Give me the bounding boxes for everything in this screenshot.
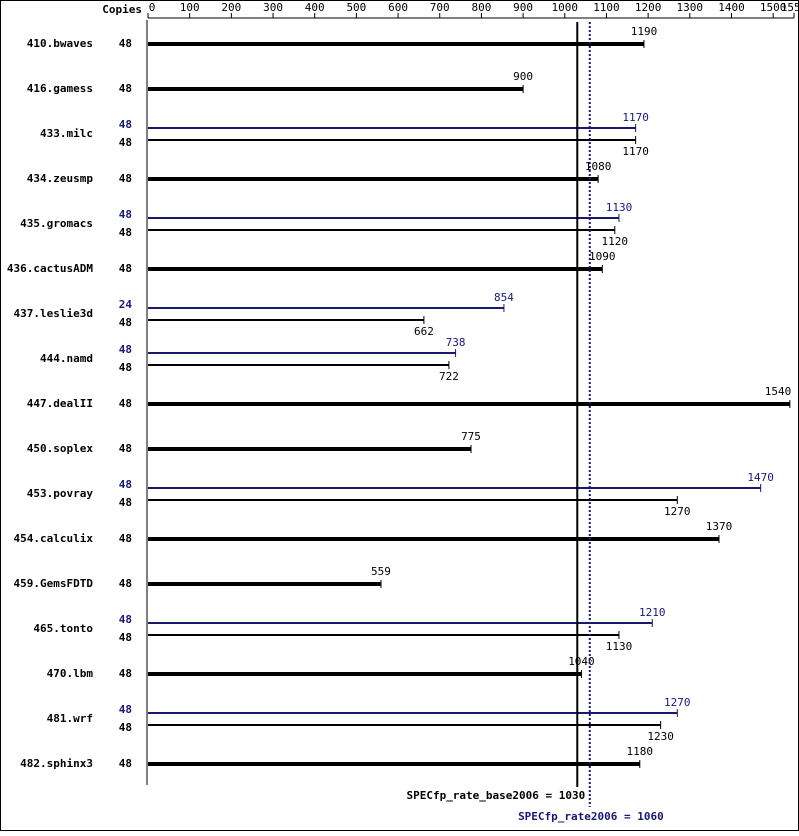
value-label: 1210 [639, 606, 666, 619]
copies-label: 48 [119, 532, 132, 545]
x-tick-label: 400 [305, 1, 325, 14]
category-label: 410.bwaves [27, 37, 93, 50]
copies-label: 48 [119, 37, 132, 50]
value-label: 1170 [622, 111, 649, 124]
value-label: 1040 [568, 655, 595, 668]
category-label: 459.GemsFDTD [14, 577, 94, 590]
copies-label: 48 [119, 208, 132, 221]
value-label: 1090 [589, 250, 616, 263]
x-tick-label: 1400 [718, 1, 745, 14]
value-label: 1470 [747, 471, 774, 484]
value-label: 1180 [627, 745, 654, 758]
copies-label: 48 [119, 361, 132, 374]
copies-label: 48 [119, 496, 132, 509]
copies-label: 48 [119, 442, 132, 455]
x-tick-label: 800 [471, 1, 491, 14]
value-label: 559 [371, 565, 391, 578]
copies-label: 48 [119, 613, 132, 626]
x-tick-label: 100 [180, 1, 200, 14]
copies-label: 48 [119, 343, 132, 356]
value-label: 775 [461, 430, 481, 443]
category-label: 450.soplex [27, 442, 94, 455]
value-label: 1190 [631, 25, 658, 38]
category-label: 433.milc [40, 127, 93, 140]
x-tick-label: 1300 [677, 1, 704, 14]
value-label: 1170 [622, 145, 649, 158]
copies-label: 48 [119, 262, 132, 275]
value-label: 1120 [602, 235, 629, 248]
category-label: 454.calculix [14, 532, 94, 545]
category-label: 444.namd [40, 352, 93, 365]
value-label: 1130 [606, 640, 633, 653]
copies-label: 48 [119, 478, 132, 491]
value-label: 1540 [765, 385, 792, 398]
value-label: 1270 [664, 696, 691, 709]
category-label: 416.gamess [27, 82, 93, 95]
reference-label: SPECfp_rate_base2006 = 1030 [406, 789, 585, 802]
copies-label: 48 [119, 631, 132, 644]
value-label: 1230 [647, 730, 674, 743]
x-tick-label: 700 [430, 1, 450, 14]
copies-label: 48 [119, 703, 132, 716]
x-tick-label: 1100 [593, 1, 620, 14]
category-label: 482.sphinx3 [20, 757, 93, 770]
value-label: 1270 [664, 505, 691, 518]
category-label: 434.zeusmp [27, 172, 94, 185]
value-label: 900 [513, 70, 533, 83]
category-label: 481.wrf [47, 712, 93, 725]
value-label: 854 [494, 291, 514, 304]
copies-label: 48 [119, 172, 132, 185]
copies-label: 48 [119, 577, 132, 590]
category-label: 436.cactusADM [7, 262, 93, 275]
x-tick-label: 0 [149, 1, 156, 14]
copies-label: 48 [119, 397, 132, 410]
copies-label: 48 [119, 721, 132, 734]
copies-label: 48 [119, 136, 132, 149]
x-tick-label: 300 [263, 1, 283, 14]
value-label: 738 [446, 336, 466, 349]
value-label: 662 [414, 325, 434, 338]
x-tick-label: 200 [221, 1, 241, 14]
x-tick-label: 1000 [552, 1, 579, 14]
category-label: 453.povray [27, 487, 94, 500]
value-label: 722 [439, 370, 459, 383]
copies-header: Copies [102, 3, 142, 16]
value-label: 1370 [706, 520, 733, 533]
x-tick-label: 1550 [781, 1, 799, 14]
category-label: 435.gromacs [20, 217, 93, 230]
copies-label: 24 [119, 298, 133, 311]
value-label: 1130 [606, 201, 633, 214]
copies-label: 48 [119, 757, 132, 770]
category-label: 465.tonto [33, 622, 93, 635]
category-label: 447.dealII [27, 397, 93, 410]
copies-label: 48 [119, 667, 132, 680]
reference-label: SPECfp_rate2006 = 1060 [518, 810, 664, 823]
x-tick-label: 1200 [635, 1, 662, 14]
value-label: 1080 [585, 160, 612, 173]
copies-label: 48 [119, 82, 132, 95]
category-label: 470.lbm [47, 667, 94, 680]
x-tick-label: 600 [388, 1, 408, 14]
copies-label: 48 [119, 226, 132, 239]
x-tick-label: 1500 [760, 1, 787, 14]
copies-label: 48 [119, 316, 132, 329]
category-label: 437.leslie3d [14, 307, 93, 320]
x-tick-label: 500 [346, 1, 366, 14]
x-tick-label: 900 [513, 1, 533, 14]
copies-label: 48 [119, 118, 132, 131]
